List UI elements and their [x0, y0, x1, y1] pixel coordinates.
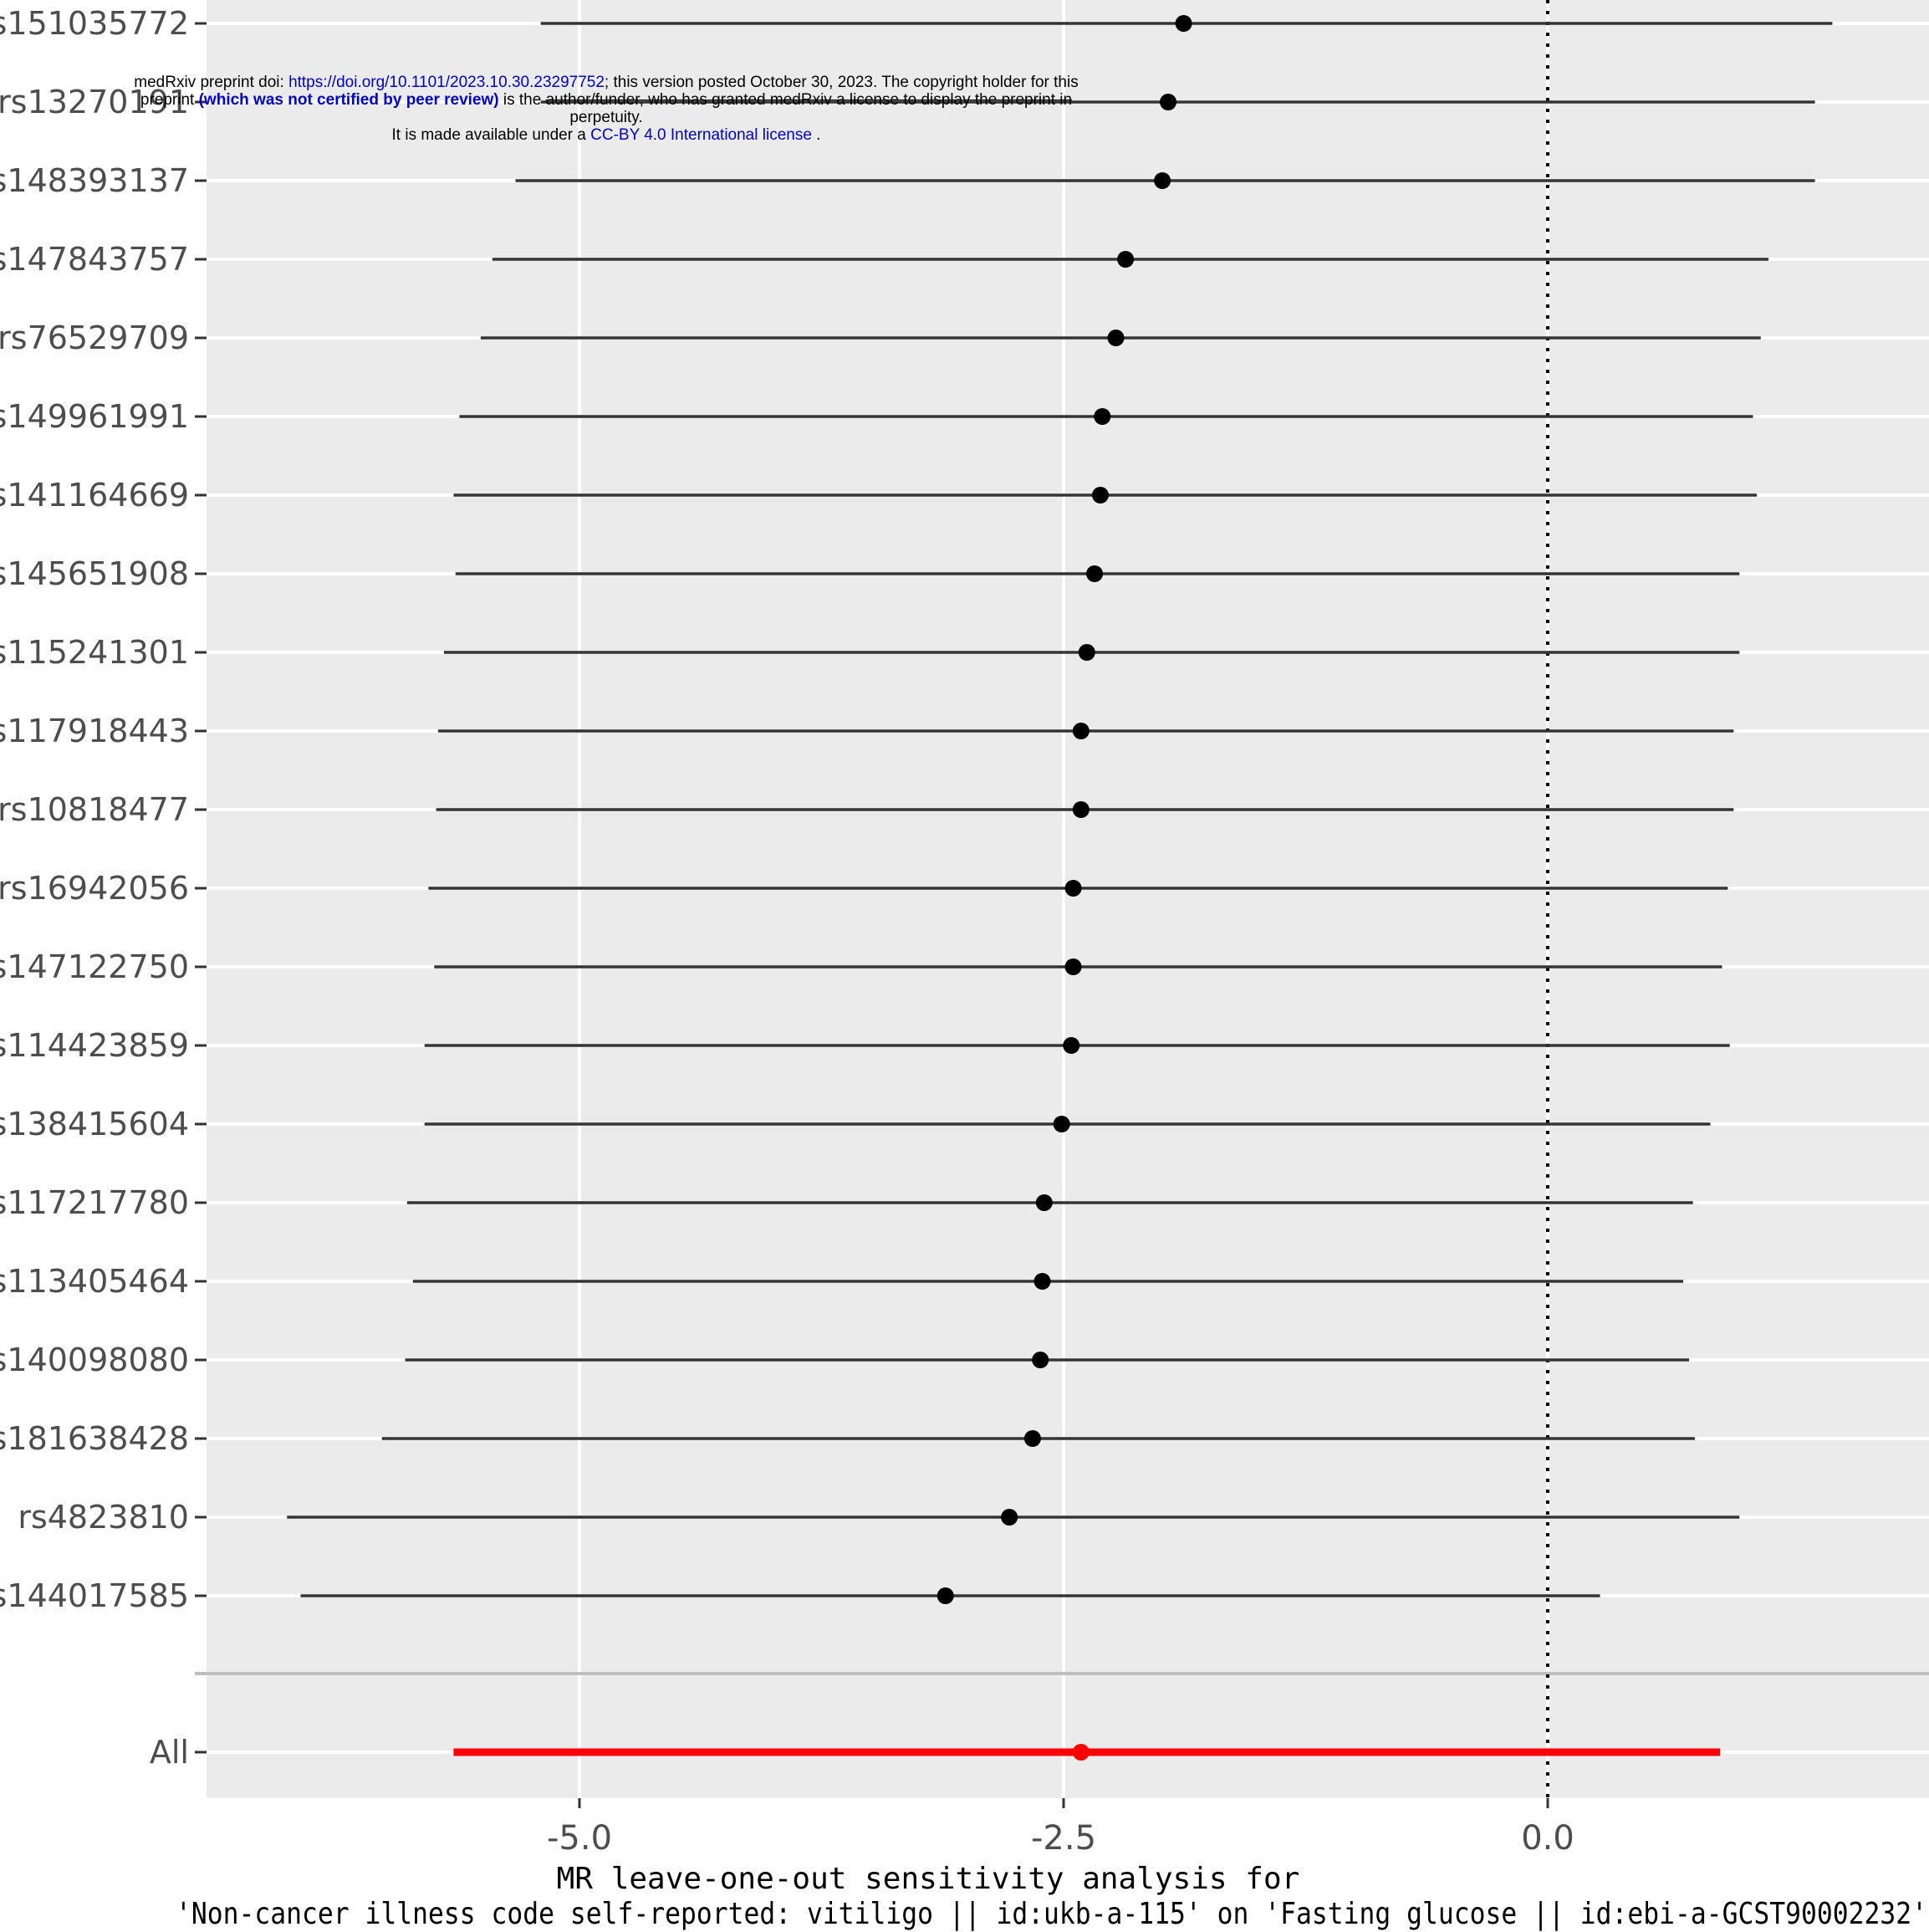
snp-label: rs13270191: [0, 84, 189, 120]
snp-estimate-point: [1078, 644, 1095, 661]
snp-label: rs148393137: [0, 162, 189, 199]
snp-label: rs114423859: [0, 1027, 189, 1064]
snp-estimate-point: [1092, 487, 1110, 503]
banner-line-1: medRxiv preprint doi: https://doi.org/10…: [0, 74, 1212, 91]
x-axis-tick-labels: -5.0 -2.5 0.0: [547, 1798, 1574, 1858]
banner-available-under: It is made available under a: [391, 126, 591, 144]
snp-label: rs113405464: [0, 1263, 189, 1300]
snp-estimate-point: [1072, 723, 1090, 739]
snp-estimate-point: [1023, 1430, 1041, 1447]
x-axis-title-line-1: MR leave-one-out sensitivity analysis fo…: [557, 1862, 1300, 1896]
estimate-marks: [287, 15, 1833, 1761]
snp-label: rs140098080: [0, 1342, 189, 1378]
snp-estimate-point: [1094, 408, 1111, 425]
banner-line-2: preprint (which was not certified by pee…: [0, 91, 1212, 109]
banner-is-the: is the: [498, 91, 546, 109]
doi-link[interactable]: https://doi.org/10.1101/2023.10.30.23297…: [288, 74, 605, 91]
snp-label: rs138415604: [0, 1106, 189, 1142]
banner-preprint-word: preprint: [140, 91, 199, 109]
snp-estimate-point: [1001, 1509, 1018, 1526]
snp-estimate-point: [1107, 330, 1125, 346]
banner-license-grant-text: author/funder, who has granted medRxiv a…: [545, 91, 1073, 109]
snp-labels: rs151035772 rs13270191 rs148393137 rs147843…: [0, 5, 207, 1771]
x-axis-title-line-2: 'Non-cancer illness code self-reported: …: [176, 1897, 1927, 1931]
overall-estimate-point: [1072, 1744, 1090, 1761]
snp-estimate-point: [1063, 1037, 1080, 1054]
snp-estimate-point: [1072, 801, 1090, 818]
snp-label: rs117217780: [0, 1184, 189, 1221]
banner-doi-prefix: medRxiv preprint doi:: [134, 74, 289, 91]
snp-label: rs149961991: [0, 398, 189, 435]
snp-label: rs16942056: [0, 870, 189, 907]
snp-label: rs147122750: [0, 948, 189, 985]
snp-estimate-point: [1035, 1194, 1053, 1211]
plot-panel: [207, 0, 1929, 1798]
license-link[interactable]: CC-BY 4.0 International license: [590, 126, 812, 144]
x-tick-label: 0.0: [1521, 1819, 1574, 1858]
banner-period: .: [811, 126, 821, 144]
snp-estimate-point: [1064, 958, 1082, 975]
snp-label: rs147843757: [0, 241, 189, 278]
snp-estimate-point: [1175, 15, 1192, 32]
peer-review-notice: (which was not certified by peer review): [198, 91, 499, 109]
snp-estimate-point: [1117, 251, 1135, 268]
banner-line-3: perpetuity.: [569, 109, 643, 126]
snp-label: rs144017585: [0, 1577, 189, 1614]
snp-label: rs10818477: [0, 791, 189, 828]
snp-label: rs181638428: [0, 1420, 189, 1457]
snp-estimate-point: [1086, 565, 1104, 582]
banner-posted-text: ; this version posted October 30, 2023. …: [604, 74, 1079, 91]
snp-estimate-point: [936, 1587, 954, 1604]
snp-estimate-point: [1033, 1273, 1051, 1290]
preprint-banner: medRxiv preprint doi: https://doi.org/10…: [0, 74, 1212, 144]
snp-estimate-point: [1154, 172, 1171, 189]
snp-estimate-point: [1064, 880, 1082, 897]
snp-estimate-point: [1032, 1352, 1049, 1368]
snp-label: rs115241301: [0, 634, 189, 671]
x-tick-label: -2.5: [1031, 1819, 1096, 1858]
snp-label: rs76529709: [0, 319, 189, 356]
snp-label: rs141164669: [0, 477, 189, 514]
banner-line-4: It is made available under a CC-BY 4.0 I…: [0, 126, 1212, 144]
overall-label: All: [150, 1734, 189, 1771]
snp-label: rs151035772: [0, 5, 189, 42]
snp-estimate-point: [1160, 94, 1177, 110]
snp-label: rs117918443: [0, 713, 189, 749]
x-tick-label: -5.0: [547, 1819, 612, 1858]
snp-label: rs145651908: [0, 555, 189, 592]
snp-estimate-point: [1053, 1116, 1070, 1132]
snp-label: rs4823810: [18, 1499, 189, 1536]
